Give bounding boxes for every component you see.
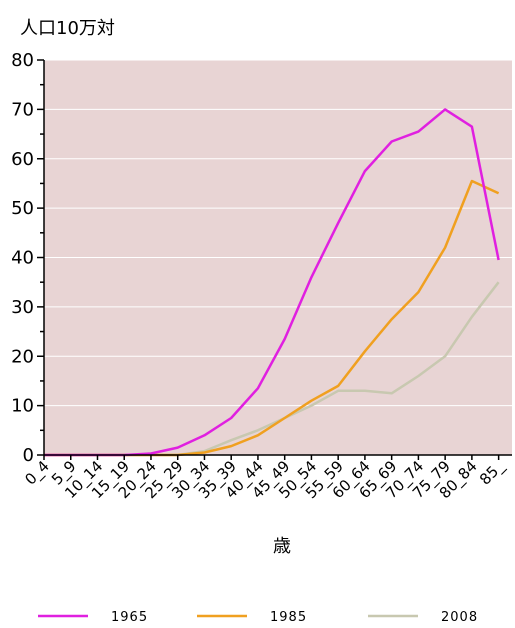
legend-label-2008: 2008 <box>441 610 478 625</box>
gridlines <box>44 59 512 407</box>
y-tick-label: 10 <box>11 396 34 417</box>
legend: 1965 1985 2008 <box>38 610 478 625</box>
y-tick-label: 60 <box>11 149 34 170</box>
y-tick-label: 30 <box>11 297 34 318</box>
x-tick-label: 85_ <box>476 457 509 490</box>
y-axis-ticks: 0 10 20 30 40 50 60 70 80 <box>11 50 44 466</box>
y-tick-label: 50 <box>11 198 34 219</box>
legend-label-1985: 1985 <box>270 610 307 625</box>
y-tick-label: 20 <box>11 346 34 367</box>
x-axis-title: 歳 <box>273 536 291 557</box>
y-tick-label: 70 <box>11 99 34 120</box>
y-tick-label: 0 <box>23 445 34 466</box>
legend-label-1965: 1965 <box>111 610 148 625</box>
y-unit-label: 人口10万対 <box>20 18 115 39</box>
x-axis-ticks: 0_45_910_1415_1920_2425_2930_3435_3940_4… <box>21 455 509 503</box>
y-tick-label: 80 <box>11 50 34 71</box>
y-tick-label: 40 <box>11 248 34 269</box>
